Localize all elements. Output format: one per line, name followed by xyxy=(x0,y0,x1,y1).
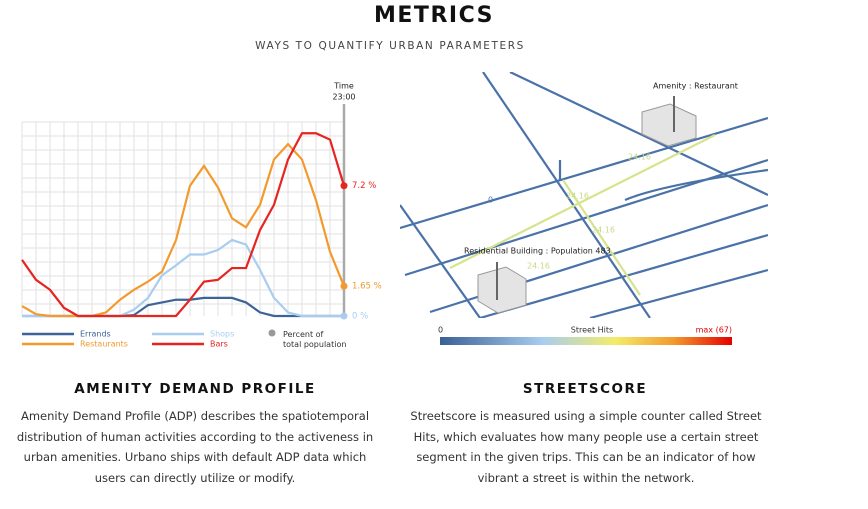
end-label: 7.2 % xyxy=(352,181,376,191)
adp-chart: Time 23:00 7.2 % 1.65 % 0 % Errands Shops Resta… xyxy=(21,82,382,349)
street-value: 24.16 xyxy=(566,192,589,201)
colorbar-title: Street Hits xyxy=(571,326,613,335)
page-subtitle: WAYS TO QUANTIFY URBAN PARAMETERS xyxy=(255,40,525,52)
end-label: 1.65 % xyxy=(352,282,382,292)
section-heading: AMENITY DEMAND PROFILE xyxy=(74,381,315,397)
street-value: 24.16 xyxy=(527,262,550,271)
street-value: 24.16 xyxy=(592,226,615,235)
busy-streets xyxy=(449,134,716,296)
legend-label: Errands xyxy=(80,330,111,339)
streets xyxy=(400,72,768,318)
series-line xyxy=(21,132,346,318)
streetscore-map: Amenity : Restaurant Residential Buildin… xyxy=(400,72,768,345)
end-point xyxy=(340,312,348,320)
legend-label: Bars xyxy=(210,340,228,349)
buildings xyxy=(477,96,697,314)
end-point xyxy=(340,182,348,190)
page-title: METRICS xyxy=(374,3,494,28)
end-point xyxy=(340,282,348,290)
residential-label: Residential Building : Population 483 xyxy=(464,247,611,256)
legend-label: Percent of total population xyxy=(283,330,346,349)
series-line xyxy=(21,142,346,318)
legend-dot xyxy=(268,329,276,337)
legend-label: Restaurants xyxy=(80,340,128,349)
section-text: Streetscore is measured using a simple c… xyxy=(410,409,762,485)
legend-label: Shops xyxy=(210,330,234,339)
amenity-label: Amenity : Restaurant xyxy=(653,82,738,91)
section-heading: STREETSCORE xyxy=(523,381,647,397)
street-value: 24.16 xyxy=(628,153,651,162)
series-line xyxy=(22,238,344,318)
time-label: Time xyxy=(333,82,354,91)
colorbar-min: 0 xyxy=(438,326,443,335)
colorbar-max: max (67) xyxy=(696,326,732,335)
street-value: 0 xyxy=(488,196,493,205)
end-label: 0 % xyxy=(352,312,368,322)
time-value: 23:00 xyxy=(332,93,355,102)
colorbar xyxy=(440,337,732,345)
section-text: Amenity Demand Profile (ADP) describes t… xyxy=(16,409,374,485)
